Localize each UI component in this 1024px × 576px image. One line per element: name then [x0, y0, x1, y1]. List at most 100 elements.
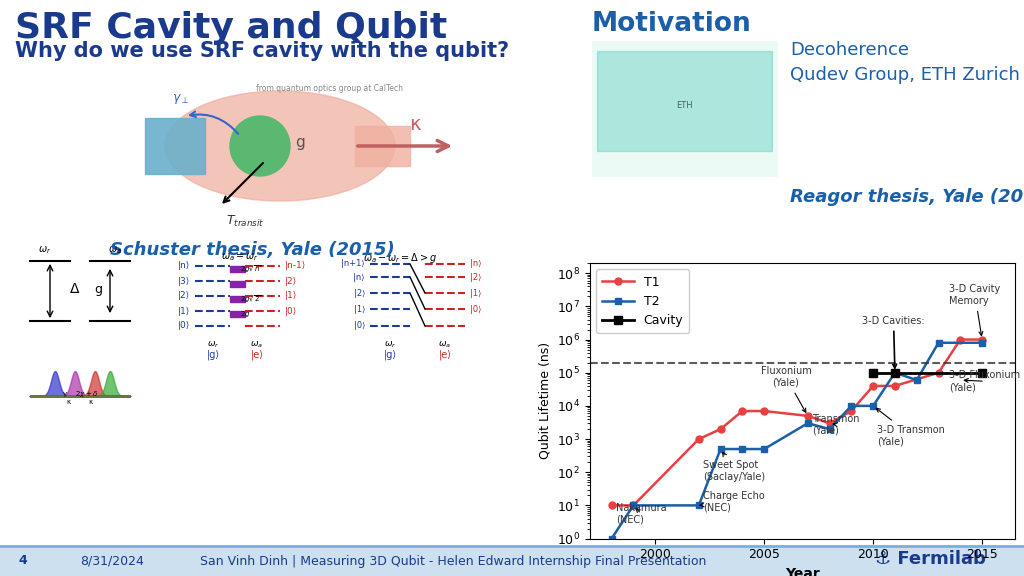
T2	[976, 339, 988, 346]
Bar	[22, 326, 137, 401]
Text: Decoherence
Qudev Group, ETH Zurich: Decoherence Qudev Group, ETH Zurich	[790, 41, 1020, 84]
Text: $\omega_a = \omega_r$: $\omega_a = \omega_r$	[221, 251, 259, 263]
Text: $\omega_r$: $\omega_r$	[384, 339, 396, 350]
Text: $\omega_a - \omega_r = \Delta > g$: $\omega_a - \omega_r = \Delta > g$	[362, 251, 437, 265]
T1	[628, 502, 640, 509]
T1	[867, 382, 880, 389]
T1	[758, 408, 770, 415]
Text: g: g	[94, 282, 102, 295]
Text: |0⟩: |0⟩	[285, 306, 297, 316]
Text: $\omega_r$: $\omega_r$	[38, 244, 51, 256]
Text: |g⟩: |g⟩	[207, 349, 219, 359]
Text: 4: 4	[18, 555, 27, 567]
Text: |0⟩: |0⟩	[178, 321, 190, 331]
X-axis label: Year: Year	[785, 567, 819, 576]
T1	[715, 426, 727, 433]
T2	[605, 535, 617, 542]
Cavity	[976, 369, 988, 376]
Text: Fluxonium
(Yale): Fluxonium (Yale)	[761, 366, 811, 412]
Text: κ: κ	[410, 115, 421, 134]
Text: |2⟩: |2⟩	[285, 276, 297, 286]
T2	[692, 502, 705, 509]
Line: T1: T1	[608, 336, 985, 509]
Text: $\omega_a$: $\omega_a$	[109, 244, 122, 256]
Text: |2⟩: |2⟩	[353, 289, 365, 297]
Text: |n-1⟩: |n-1⟩	[285, 262, 306, 271]
Circle shape	[230, 116, 290, 176]
Text: $T_{transit}$: $T_{transit}$	[226, 214, 264, 229]
Text: |2⟩: |2⟩	[470, 272, 481, 282]
Text: Charge Echo
(NEC): Charge Echo (NEC)	[699, 491, 765, 513]
Bar	[145, 118, 205, 174]
Text: 3-D Fluxonium
(Yale): 3-D Fluxonium (Yale)	[949, 370, 1021, 392]
Text: $2g\sqrt{2}$: $2g\sqrt{2}$	[240, 293, 261, 305]
Bar	[150, 326, 265, 401]
Text: ETH: ETH	[676, 101, 692, 111]
Bar	[230, 296, 245, 302]
T2	[802, 420, 814, 427]
T1	[889, 382, 901, 389]
Text: Why do we use SRF cavity with the qubit?: Why do we use SRF cavity with the qubit?	[15, 41, 509, 61]
Line: Cavity: Cavity	[869, 369, 986, 377]
Ellipse shape	[165, 91, 395, 201]
Bar	[592, 41, 777, 176]
T1	[823, 420, 836, 427]
Text: $\omega_a$: $\omega_a$	[251, 339, 263, 350]
Y-axis label: Qubit Lifetime (ns): Qubit Lifetime (ns)	[539, 342, 552, 460]
Text: Sweet Spot
(Saclay/Yale): Sweet Spot (Saclay/Yale)	[703, 452, 765, 482]
Text: $2g$: $2g$	[240, 309, 251, 319]
Text: g: g	[295, 135, 305, 150]
Text: κ        κ: κ κ	[67, 399, 93, 405]
Text: |1⟩: |1⟩	[353, 305, 365, 313]
T2	[845, 403, 857, 410]
Text: |2⟩: |2⟩	[178, 291, 190, 301]
Text: $\omega_r$: $\omega_r$	[207, 339, 219, 350]
Text: |e⟩: |e⟩	[251, 349, 263, 359]
Text: San Vinh Dinh | Measuring 3D Qubit - Helen Edward Internship Final Presentation: San Vinh Dinh | Measuring 3D Qubit - Hel…	[200, 555, 707, 567]
Text: $\omega_a$: $\omega_a$	[438, 339, 452, 350]
Text: |e⟩: |e⟩	[438, 349, 452, 359]
Text: $2g\sqrt{n}$: $2g\sqrt{n}$	[240, 263, 261, 275]
Text: 3-D Transmon
(Yale): 3-D Transmon (Yale)	[877, 408, 945, 446]
Text: SRF Cavity and Qubit: SRF Cavity and Qubit	[15, 11, 447, 45]
T1	[976, 336, 988, 343]
Text: |n+1⟩: |n+1⟩	[341, 260, 365, 268]
Text: |n⟩: |n⟩	[470, 260, 481, 268]
Text: Transmon
(Yale): Transmon (Yale)	[812, 414, 859, 435]
Text: Δ: Δ	[71, 282, 80, 296]
T1	[802, 412, 814, 419]
Bar	[597, 51, 772, 151]
Text: 3-D Cavities:: 3-D Cavities:	[862, 316, 925, 368]
T2	[910, 377, 923, 384]
Text: |1⟩: |1⟩	[470, 289, 481, 297]
Cavity	[867, 369, 880, 376]
T2	[933, 339, 945, 346]
Text: |1⟩: |1⟩	[178, 306, 190, 316]
T1	[933, 369, 945, 376]
T2	[715, 446, 727, 453]
Text: Nakamura
(NEC): Nakamura (NEC)	[616, 503, 667, 525]
Text: |1⟩: |1⟩	[285, 291, 297, 301]
T2	[867, 403, 880, 410]
T1	[605, 502, 617, 509]
Text: from quantum optics group at CalTech: from quantum optics group at CalTech	[256, 84, 403, 93]
Text: Motivation: Motivation	[592, 11, 752, 37]
Text: |3⟩: |3⟩	[178, 276, 190, 286]
Text: 8/31/2024: 8/31/2024	[80, 555, 144, 567]
T2	[823, 426, 836, 433]
T1	[845, 408, 857, 415]
Text: |n⟩: |n⟩	[353, 272, 365, 282]
T2	[736, 446, 749, 453]
Bar	[230, 281, 245, 287]
Text: $\gamma_\perp$: $\gamma_\perp$	[172, 92, 188, 106]
Text: |0⟩: |0⟩	[470, 305, 481, 313]
T2	[758, 446, 770, 453]
Bar	[0, 546, 1024, 576]
Bar	[230, 311, 245, 317]
Text: Reagor thesis, Yale (2015): Reagor thesis, Yale (2015)	[790, 188, 1024, 206]
T1	[736, 408, 749, 415]
T2	[889, 369, 901, 376]
Text: 3-D Cavity
Memory: 3-D Cavity Memory	[949, 284, 1000, 336]
Text: γ    $2\chi+\delta$: γ $2\chi+\delta$	[61, 389, 98, 399]
Text: |0⟩: |0⟩	[353, 321, 365, 331]
